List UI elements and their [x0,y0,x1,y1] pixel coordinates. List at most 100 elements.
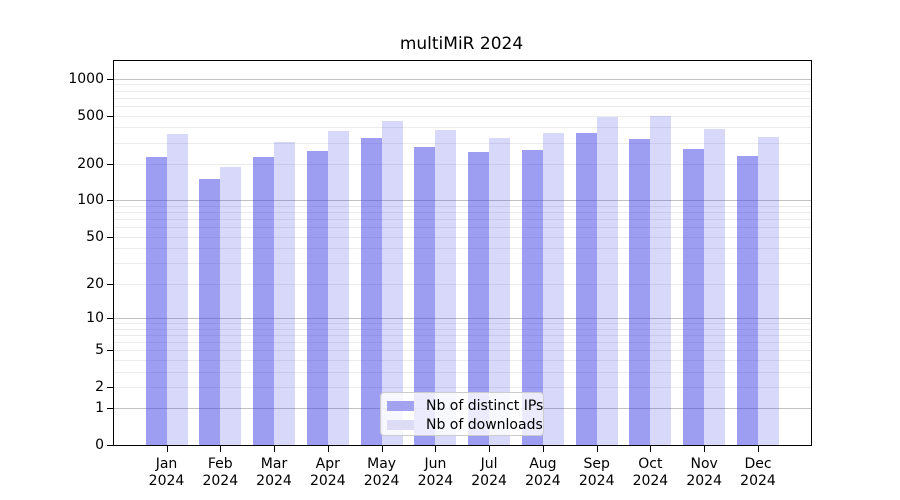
chart-title: multiMiR 2024 [399,34,524,54]
gridline-major [114,200,811,202]
y-tick-label: 50 [86,228,104,245]
bar-downloads-mar [274,142,295,445]
gridline-minor [114,163,811,165]
gridline-minor [114,334,811,336]
legend-swatch-downloads [387,419,414,430]
x-axis-tick [327,446,329,452]
gridline-minor [114,105,811,107]
bar-distinct-ips-may [360,137,382,445]
gridline-minor [114,359,811,361]
bar-downloads-feb [220,166,242,445]
gridline-minor [114,263,811,264]
gridline-minor [114,350,811,351]
y-tick-label: 10 [86,309,104,326]
gridline-minor [114,248,811,250]
gridline-minor [114,328,811,330]
y-axis-tick [107,317,114,319]
y-tick-label: 1 [95,400,104,417]
gridline-minor [114,84,811,86]
x-tick-label: Dec 2024 [740,456,776,489]
y-axis-tick [107,283,114,285]
x-axis-tick [220,446,222,452]
x-tick-label: Jun 2024 [417,456,454,489]
y-axis-tick [107,445,114,446]
bar-distinct-ips-apr [306,150,328,445]
x-axis-tick [381,446,383,452]
plot-area: 1000 500 200 100 50 20 10 5 2 1 0 Jan 2024 Feb 2024 M… [68,60,812,489]
gridline-minor [114,341,811,343]
bar-distinct-ips-nov [683,148,705,445]
legend-label-distinct-ips: Nb of distinct IPs [426,397,544,414]
y-axis-tick [107,350,114,351]
y-axis-tick [107,386,114,388]
gridline-major [114,78,811,80]
y-axis-tick [107,78,114,80]
bar-downloads-nov [704,128,726,445]
gridline-minor [114,212,811,214]
y-tick-label: 1000 [68,70,104,87]
gridline-minor [114,283,811,285]
y-axis-tick [107,200,114,202]
x-tick-label: Jan 2024 [148,456,185,489]
x-axis-tick [166,446,168,452]
bar-distinct-ips-jul [468,151,490,445]
x-tick-label: May 2024 [363,456,400,489]
bar-distinct-ips-feb [199,179,221,445]
gridline-major [114,317,811,319]
legend-entry-distinct-ips: Nb of distinct IPs [387,396,543,415]
x-axis-tick [274,446,275,452]
x-tick-label: Mar 2024 [256,456,292,489]
x-tick-label: Jul 2024 [471,456,507,489]
x-axis-tick [596,446,598,452]
y-axis-tick [107,115,114,117]
gridline-minor [114,127,811,129]
gridline-minor [114,115,811,117]
bar-downloads-may [381,120,403,445]
bar-downloads-jul [489,137,511,445]
bar-downloads-apr [327,131,349,445]
gridline-minor [114,386,811,388]
gridline-minor [114,90,811,92]
bar-distinct-ips-oct [629,139,651,445]
gridline-minor [114,97,811,99]
y-tick-label: 5 [95,342,104,358]
gridline-minor [114,323,811,324]
bar-distinct-ips-mar [253,157,274,445]
gridline-minor [114,371,811,373]
y-tick-label: 20 [86,275,104,292]
bar-distinct-ips-jun [414,146,436,445]
y-axis-tick [107,163,114,165]
bar-downloads-jun [435,130,457,445]
legend: Nb of distinct IPs Nb of downloads [380,392,544,436]
gridline-minor [114,227,811,229]
y-axis-tick [107,408,114,410]
bar-downloads-aug [542,132,564,445]
x-tick-label: Aug 2024 [525,456,561,489]
y-tick-label: 500 [77,107,104,124]
bar-downloads-dec [758,136,779,445]
x-axis-tick [758,446,759,452]
legend-swatch-distinct-ips [387,400,414,411]
x-tick-label: Oct 2024 [632,456,669,489]
x-tick-label: Feb 2024 [202,456,239,489]
x-axis-tick [489,446,491,452]
bar-downloads-oct [650,116,672,445]
x-tick-label: Nov 2024 [686,456,722,489]
gridline-minor [114,219,811,221]
bar-distinct-ips-sep [575,133,597,445]
y-tick-label: 0 [95,437,104,453]
gridline-minor [114,236,811,238]
x-axis-tick [435,446,437,452]
bar-distinct-ips-dec [737,155,758,445]
x-axis-tick [542,446,544,452]
y-axis-tick [107,236,114,238]
legend-label-downloads: Nb of downloads [426,416,543,433]
y-tick-label: 200 [77,155,104,172]
x-axis-tick [704,446,706,452]
x-axis-tick [650,446,652,452]
x-tick-label: Apr 2024 [309,456,346,489]
x-tick-label: Sep 2024 [578,456,615,489]
legend-entry-downloads: Nb of downloads [387,415,543,434]
bar-downloads-jan [166,133,188,445]
gridline-minor [114,142,811,144]
